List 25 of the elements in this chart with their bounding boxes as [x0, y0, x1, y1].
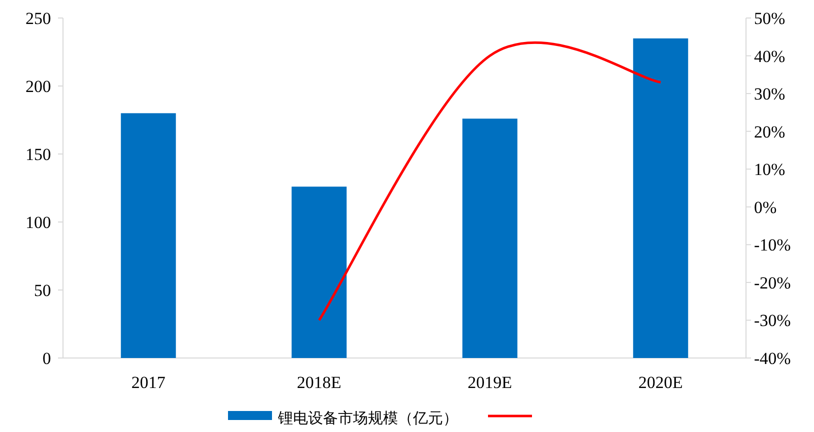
- y2-tick-label: 30%: [754, 84, 786, 104]
- x-tick-label: 2018E: [296, 373, 342, 392]
- y2-tick-label: -20%: [754, 273, 791, 292]
- x-tick-label: 2017: [131, 373, 166, 392]
- bar: [292, 186, 347, 358]
- y2-tick-label: 50%: [754, 9, 786, 28]
- x-tick-label: 2019E: [468, 373, 512, 392]
- bar: [633, 38, 688, 358]
- y-tick-label: 150: [26, 145, 51, 164]
- y-tick-label: 250: [26, 9, 51, 28]
- legend-label: 锂电设备市场规模（亿元）: [277, 409, 458, 427]
- y2-tick-label: 20%: [754, 122, 786, 142]
- y-tick-label: 0: [42, 349, 51, 368]
- y-tick-label: 100: [26, 213, 51, 232]
- y-tick-label: 50: [34, 281, 51, 300]
- y2-tick-label: 0%: [754, 198, 777, 217]
- bar: [462, 118, 518, 358]
- y2-tick-label: 10%: [754, 160, 786, 180]
- x-tick-label: 2020E: [638, 373, 683, 392]
- y2-tick-label: -10%: [754, 236, 791, 255]
- y2-tick-label: 40%: [754, 46, 786, 66]
- y-tick-label: 200: [26, 77, 51, 96]
- y2-tick-label: -40%: [754, 349, 791, 368]
- y2-tick-label: -30%: [754, 311, 791, 330]
- bar: [120, 113, 176, 358]
